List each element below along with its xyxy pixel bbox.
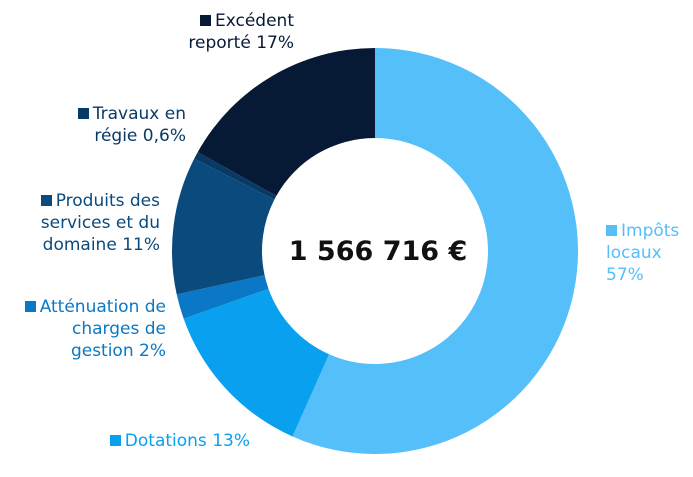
legend-square [24, 301, 36, 312]
segment-label: Excédent reporté 17% [170, 10, 294, 54]
value-label: 57% [606, 265, 644, 285]
legend-square [109, 435, 121, 446]
value-label: 13% [212, 431, 250, 451]
category-name: Dotations [124, 431, 207, 451]
category-name: Impôts locaux [606, 221, 680, 263]
segment-label: Dotations 13% [80, 430, 250, 452]
value-label: 0,6% [142, 126, 186, 146]
donut-segment [176, 275, 269, 319]
category-name: Atténuation de charges de gestion [39, 297, 166, 361]
segment-label: Atténuation de charges de gestion 2% [10, 296, 166, 362]
donut-segment [183, 288, 330, 437]
value-label: 11% [122, 235, 160, 255]
legend-square [77, 108, 89, 119]
segment-label: Travaux en régie 0,6% [70, 103, 186, 147]
donut-segment [172, 158, 275, 295]
donut-segment [197, 48, 375, 196]
legend-square [40, 195, 52, 206]
category-name: Travaux en régie [92, 104, 186, 146]
center-label: 1 566 716 € [289, 236, 468, 267]
category-name: Excédent reporté [188, 11, 294, 53]
segment-label: Produits des services et du domaine 11% [0, 190, 160, 256]
segment-label: Impôts locaux 57% [606, 220, 686, 286]
legend-square [200, 15, 211, 26]
donut-segment [292, 48, 578, 454]
category-name: Produits des services et du domaine [40, 191, 160, 255]
donut-segment [194, 152, 277, 200]
legend-square [606, 225, 617, 236]
value-label: 17% [256, 33, 294, 53]
value-label: 2% [139, 341, 166, 361]
